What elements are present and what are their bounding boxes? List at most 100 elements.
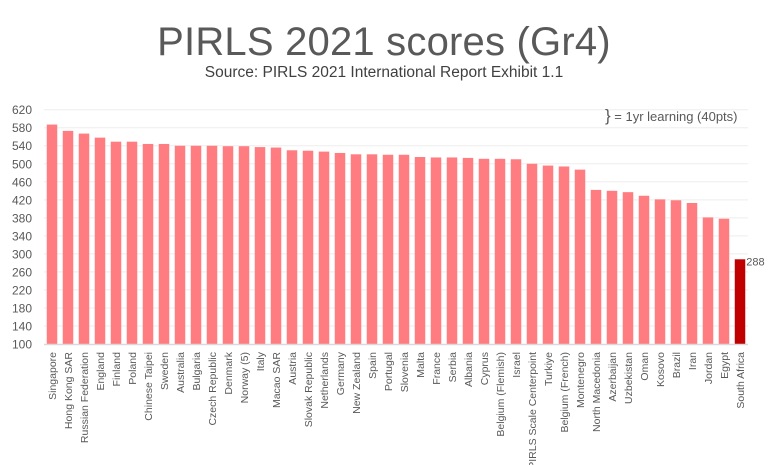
- x-tick-label: England: [95, 352, 107, 391]
- x-tick-label: Oman: [639, 352, 651, 381]
- x-tick-label: Egypt: [719, 352, 731, 379]
- x-tick-label: Portugal: [383, 352, 395, 391]
- x-tick-label: Czech Republic: [207, 352, 219, 426]
- bar: [94, 137, 106, 344]
- y-tick-label: 220: [12, 283, 32, 297]
- x-tick-label: Serbia: [447, 352, 459, 383]
- y-tick-label: 580: [12, 121, 32, 135]
- bar: [142, 143, 154, 344]
- x-tick-label: France: [431, 352, 443, 385]
- bar: [382, 154, 394, 344]
- x-tick-label: Australia: [175, 352, 187, 393]
- bar: [158, 143, 170, 344]
- bar: [62, 130, 74, 344]
- x-tick-label: Bulgaria: [191, 352, 203, 391]
- x-tick-label: Chinese Taipei: [143, 352, 155, 421]
- bar: [702, 217, 714, 344]
- bar: [670, 200, 682, 344]
- x-tick-label: Russian Federation: [79, 352, 91, 443]
- x-tick-label: Norway (5): [239, 352, 251, 403]
- data-labels: 288: [746, 256, 764, 268]
- bar: [78, 133, 90, 344]
- bar: [574, 169, 586, 344]
- chart-subtitle: Source: PIRLS 2021 International Report …: [204, 64, 564, 81]
- bar: [622, 192, 634, 344]
- bar: [414, 157, 426, 344]
- x-tick-label: Italy: [255, 351, 267, 371]
- x-tick-label: Denmark: [223, 351, 235, 394]
- bar: [430, 157, 442, 344]
- annotation-note: } = 1yr learning (40pts): [605, 106, 738, 126]
- y-tick-label: 620: [12, 103, 32, 117]
- x-tick-label: Cyprus: [479, 352, 491, 385]
- bar: [526, 163, 538, 344]
- bar: [366, 154, 378, 344]
- bar: [590, 189, 602, 344]
- bars: [46, 124, 746, 345]
- bar: [270, 147, 282, 344]
- y-tick-label: 500: [12, 157, 32, 171]
- x-tick-label: Sweden: [159, 352, 171, 390]
- y-tick-label: 100: [12, 338, 32, 352]
- y-tick-label: 260: [12, 265, 32, 279]
- bar: [510, 159, 522, 344]
- bar: [110, 141, 122, 344]
- x-tick-label: Azerbaijan: [607, 352, 619, 402]
- x-tick-label: Hong Kong SAR: [63, 352, 75, 429]
- chart-title: PIRLS 2021 scores (Gr4): [157, 20, 611, 64]
- data-label: 288: [746, 256, 764, 268]
- bar: [398, 154, 410, 344]
- bar: [206, 145, 218, 344]
- x-tick-label: New Zealand: [351, 352, 363, 414]
- y-tick-label: 420: [12, 193, 32, 207]
- x-tick-label: Turkiye: [543, 352, 555, 386]
- x-tick-label: Spain: [367, 352, 379, 379]
- x-tick-label: Slovak Republic: [303, 352, 315, 427]
- bar: [238, 146, 250, 344]
- y-tick-label: 380: [12, 211, 32, 225]
- bar: [46, 124, 58, 345]
- bar: [190, 145, 202, 344]
- x-tick-label: South Africa: [735, 352, 747, 409]
- bar: [286, 150, 298, 344]
- bar: [654, 199, 666, 344]
- bar: [686, 202, 698, 344]
- brace-icon: }: [605, 106, 611, 125]
- bar: [494, 158, 506, 344]
- y-tick-label: 340: [12, 229, 32, 243]
- bar: [446, 157, 458, 344]
- y-tick-label: 140: [12, 319, 32, 333]
- x-tick-label: Singapore: [47, 352, 59, 400]
- x-axis-labels: Singapore Hong Kong SAR Russian Federation…: [47, 351, 747, 465]
- x-tick-label: Poland: [127, 352, 139, 385]
- x-tick-label: Brazil: [671, 352, 683, 378]
- bar: [478, 158, 490, 344]
- bar: [126, 141, 138, 344]
- x-tick-label: Belgium (Flemish): [495, 352, 507, 437]
- bar: [350, 154, 362, 344]
- x-tick-label: Germany: [335, 351, 347, 395]
- bar: [718, 218, 730, 344]
- bar: [542, 165, 554, 344]
- x-tick-label: Albania: [463, 352, 475, 387]
- x-tick-label: PIRLS Scale Centerpoint: [527, 352, 539, 465]
- bar: [638, 195, 650, 344]
- bar: [334, 152, 346, 344]
- x-tick-label: Slovenia: [399, 352, 411, 392]
- bar: [174, 145, 186, 344]
- x-tick-label: North Macedonia: [591, 352, 603, 432]
- x-tick-label: Netherlands: [319, 352, 331, 409]
- bar: [222, 146, 234, 344]
- x-tick-label: Kosovo: [655, 352, 667, 387]
- bar: [462, 157, 474, 344]
- y-tick-label: 180: [12, 301, 32, 315]
- bar: [302, 150, 314, 344]
- x-tick-label: Montenegro: [575, 352, 587, 408]
- bar: [606, 190, 618, 344]
- bar: [318, 151, 330, 344]
- y-tick-label: 540: [12, 139, 32, 153]
- x-tick-label: Finland: [111, 352, 123, 387]
- bar: [254, 147, 266, 344]
- annotation-text: = 1yr learning (40pts): [610, 109, 738, 124]
